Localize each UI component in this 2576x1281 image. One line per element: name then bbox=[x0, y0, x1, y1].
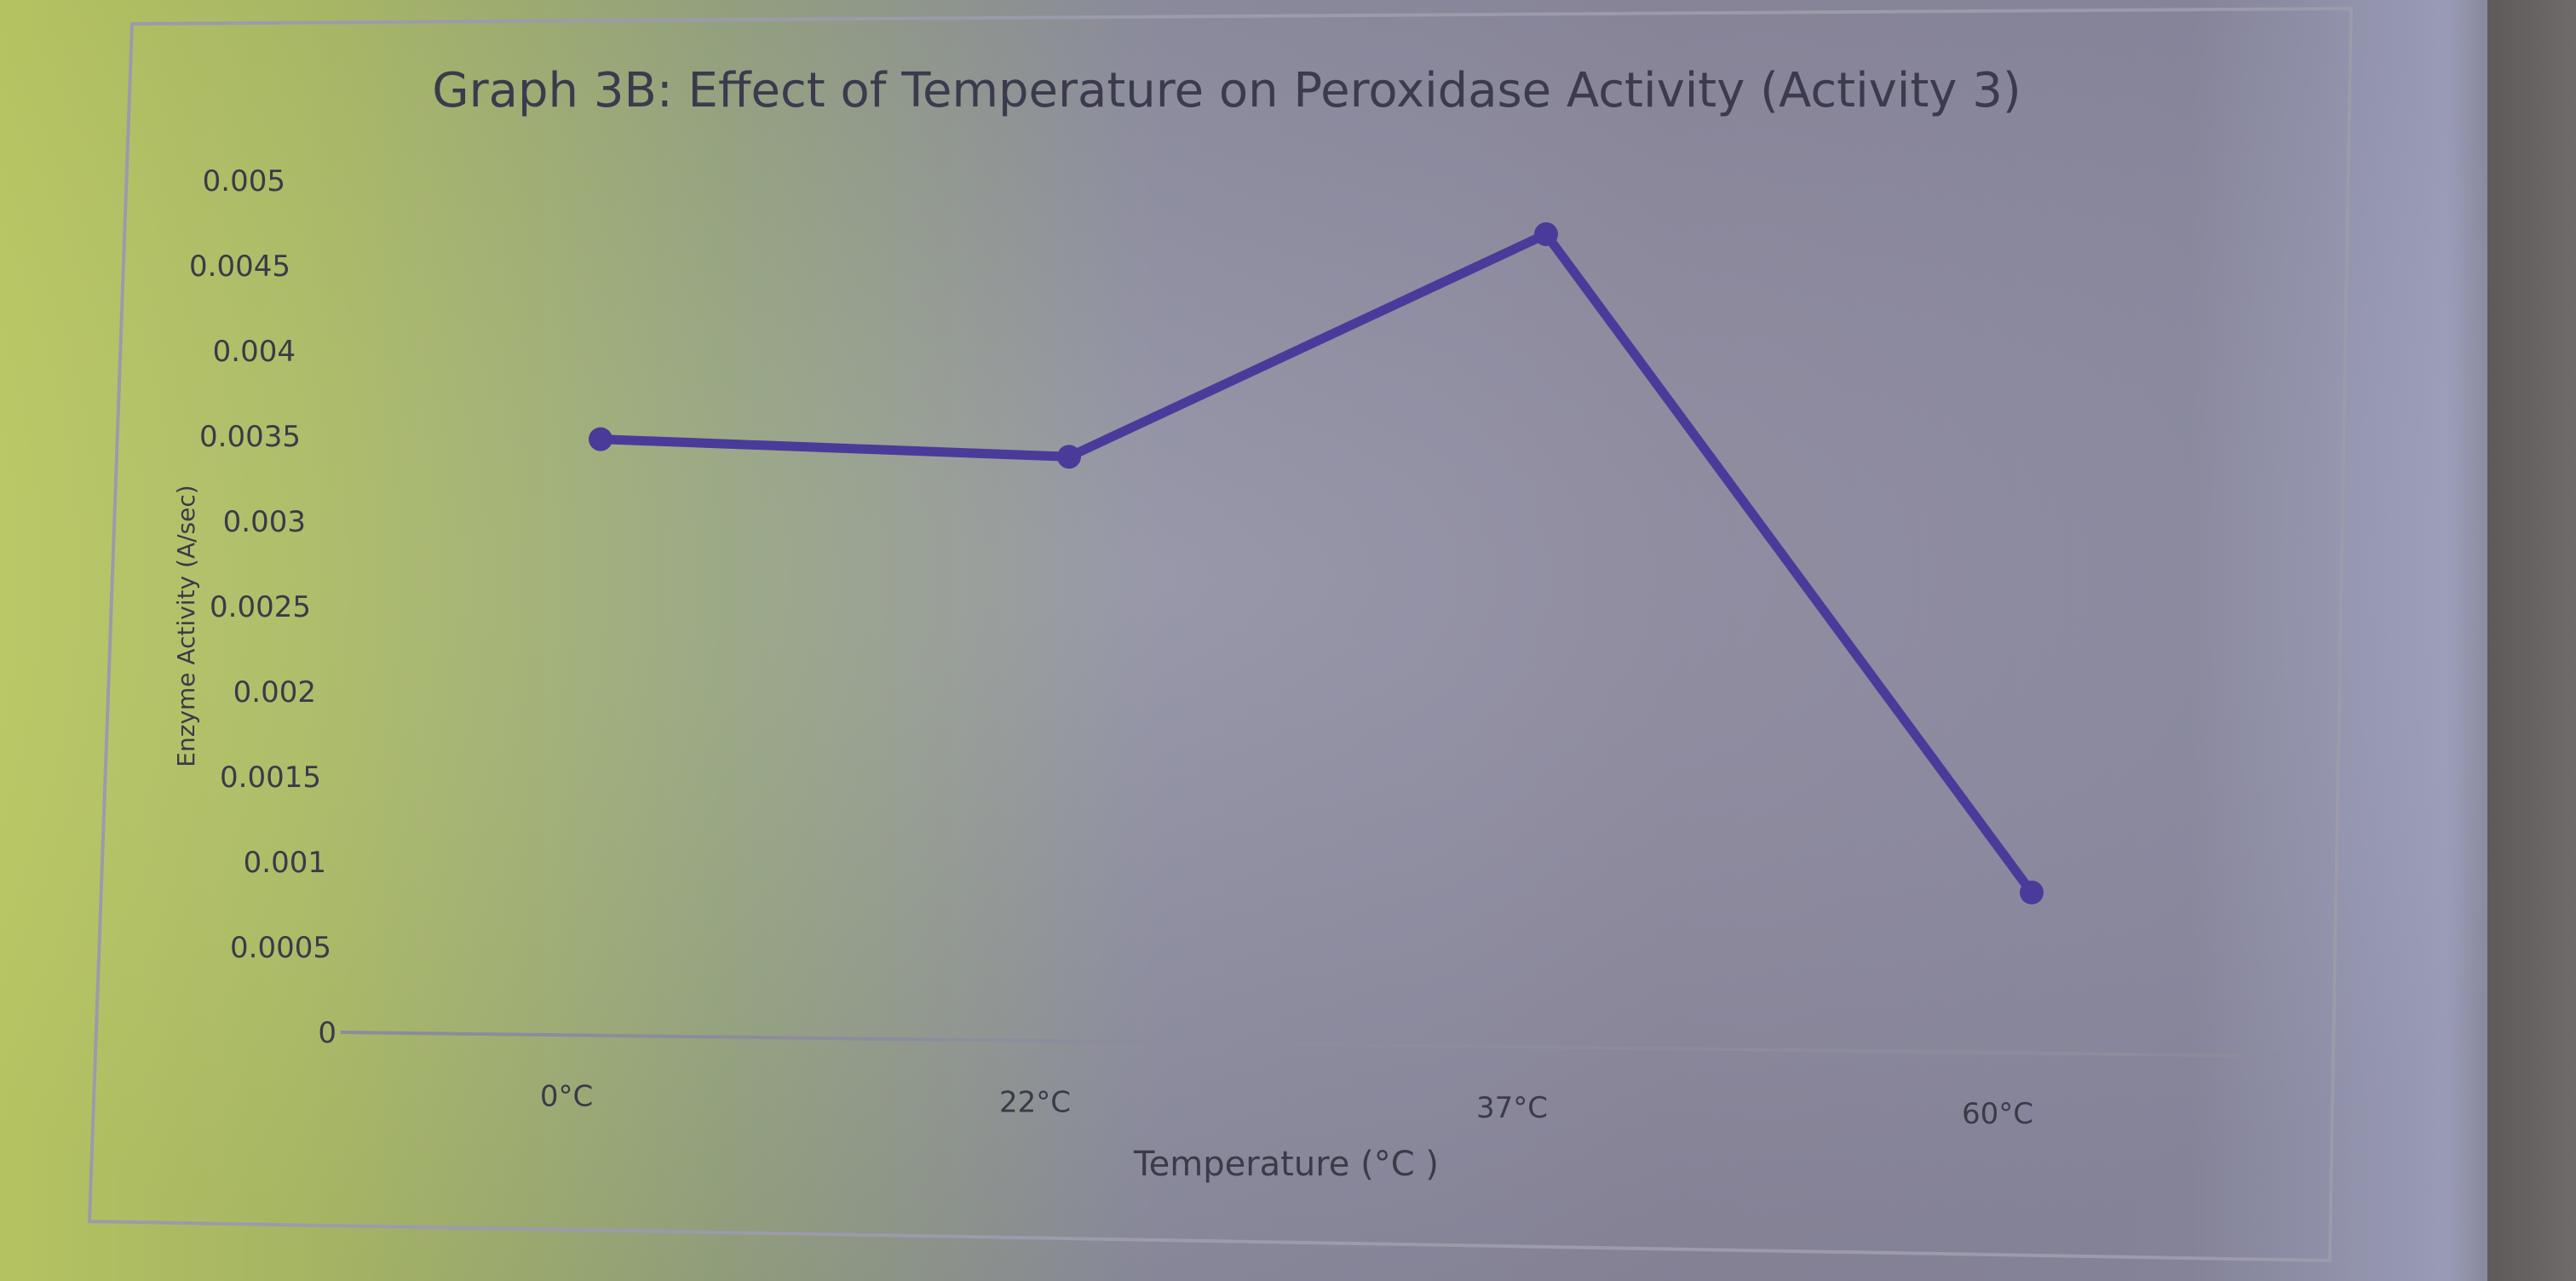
y-tick-label: 0.001 bbox=[244, 846, 326, 880]
wall-edge bbox=[2487, 0, 2576, 1281]
data-point bbox=[1534, 221, 1558, 246]
data-point bbox=[1057, 445, 1081, 469]
y-tick-label: 0.0005 bbox=[230, 931, 331, 965]
y-tick-label: 0.0045 bbox=[189, 250, 290, 284]
data-point bbox=[589, 427, 612, 451]
chart-title: Graph 3B: Effect of Temperature on Perox… bbox=[432, 63, 2021, 118]
y-tick-label: 0.003 bbox=[223, 505, 306, 539]
x-tick-label: 22°C bbox=[999, 1085, 1071, 1119]
x-tick-labels: 0°C 22°C 37°C 60°C bbox=[540, 1080, 2033, 1131]
x-axis-label: Temperature (°C ) bbox=[1133, 1145, 1439, 1184]
series-enzyme-activity bbox=[589, 221, 2044, 905]
x-tick-label: 60°C bbox=[1962, 1097, 2033, 1131]
y-tick-labels: 0 0.0005 0.001 0.0015 0.002 0.0025 0.003 0.0035… bbox=[189, 164, 336, 1050]
y-tick-label: 0.005 bbox=[203, 164, 285, 198]
chart-frame bbox=[87, 6, 2354, 1263]
x-tick-label: 0°C bbox=[540, 1080, 593, 1114]
y-tick-label: 0.0035 bbox=[199, 420, 301, 454]
y-tick-label: 0.004 bbox=[213, 335, 296, 369]
x-axis-line bbox=[340, 1031, 2282, 1058]
series-line bbox=[595, 229, 2037, 898]
data-point bbox=[2020, 880, 2044, 905]
y-tick-label: 0 bbox=[318, 1016, 336, 1050]
y-axis-label: Enzyme Activity (A/sec) bbox=[172, 485, 200, 767]
y-tick-label: 0.002 bbox=[233, 675, 316, 709]
y-tick-label: 0.0025 bbox=[210, 590, 311, 624]
x-tick-label: 37°C bbox=[1476, 1091, 1548, 1125]
y-tick-label: 0.0015 bbox=[220, 761, 321, 795]
